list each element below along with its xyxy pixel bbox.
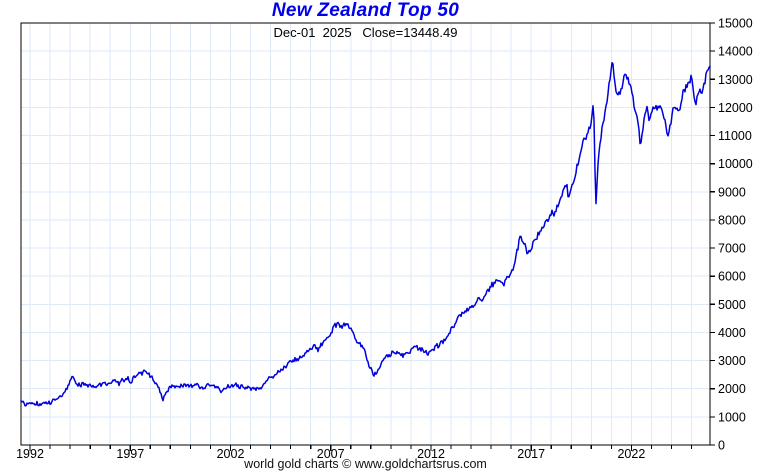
y-axis-tick-label: 6000	[718, 270, 746, 284]
chart-subtitle: Dec-01 2025 Close=13448.49	[273, 25, 458, 40]
y-axis-tick-label: 9000	[718, 185, 746, 199]
chart-title: New Zealand Top 50	[271, 0, 460, 21]
x-axis-tick-label: 2002	[217, 447, 245, 461]
x-axis-tick-label: 2017	[517, 447, 545, 461]
x-axis-tick-label: 2012	[417, 447, 445, 461]
y-axis-tick-label: 1000	[718, 410, 746, 424]
y-axis-tick-label: 0	[718, 439, 725, 453]
y-axis-tick-label: 2000	[718, 382, 746, 396]
plot-border	[20, 22, 711, 446]
y-axis-tick-label: 15000	[718, 17, 753, 31]
y-axis-tick-label: 14000	[718, 45, 753, 59]
y-axis-tick-label: 3000	[718, 354, 746, 368]
x-axis-tick-label: 2007	[317, 447, 345, 461]
y-axis-tick-label: 7000	[718, 242, 746, 256]
y-axis-tick-label: 10000	[718, 157, 753, 171]
y-axis-tick-label: 8000	[718, 213, 746, 227]
price-line-series	[20, 61, 711, 407]
y-axis-tick-label: 12000	[718, 101, 753, 115]
credit-line: world gold charts © www.goldchartsrus.co…	[244, 457, 487, 471]
y-axis-tick-label: 4000	[718, 326, 746, 340]
y-axis-tick-label: 5000	[718, 298, 746, 312]
x-axis-tick-label: 1997	[116, 447, 144, 461]
x-axis-tick-label: 1992	[16, 447, 44, 461]
y-axis-tick-label: 13000	[718, 73, 753, 87]
x-axis-tick-label: 2022	[617, 447, 645, 461]
y-axis-tick-label: 11000	[718, 129, 752, 143]
